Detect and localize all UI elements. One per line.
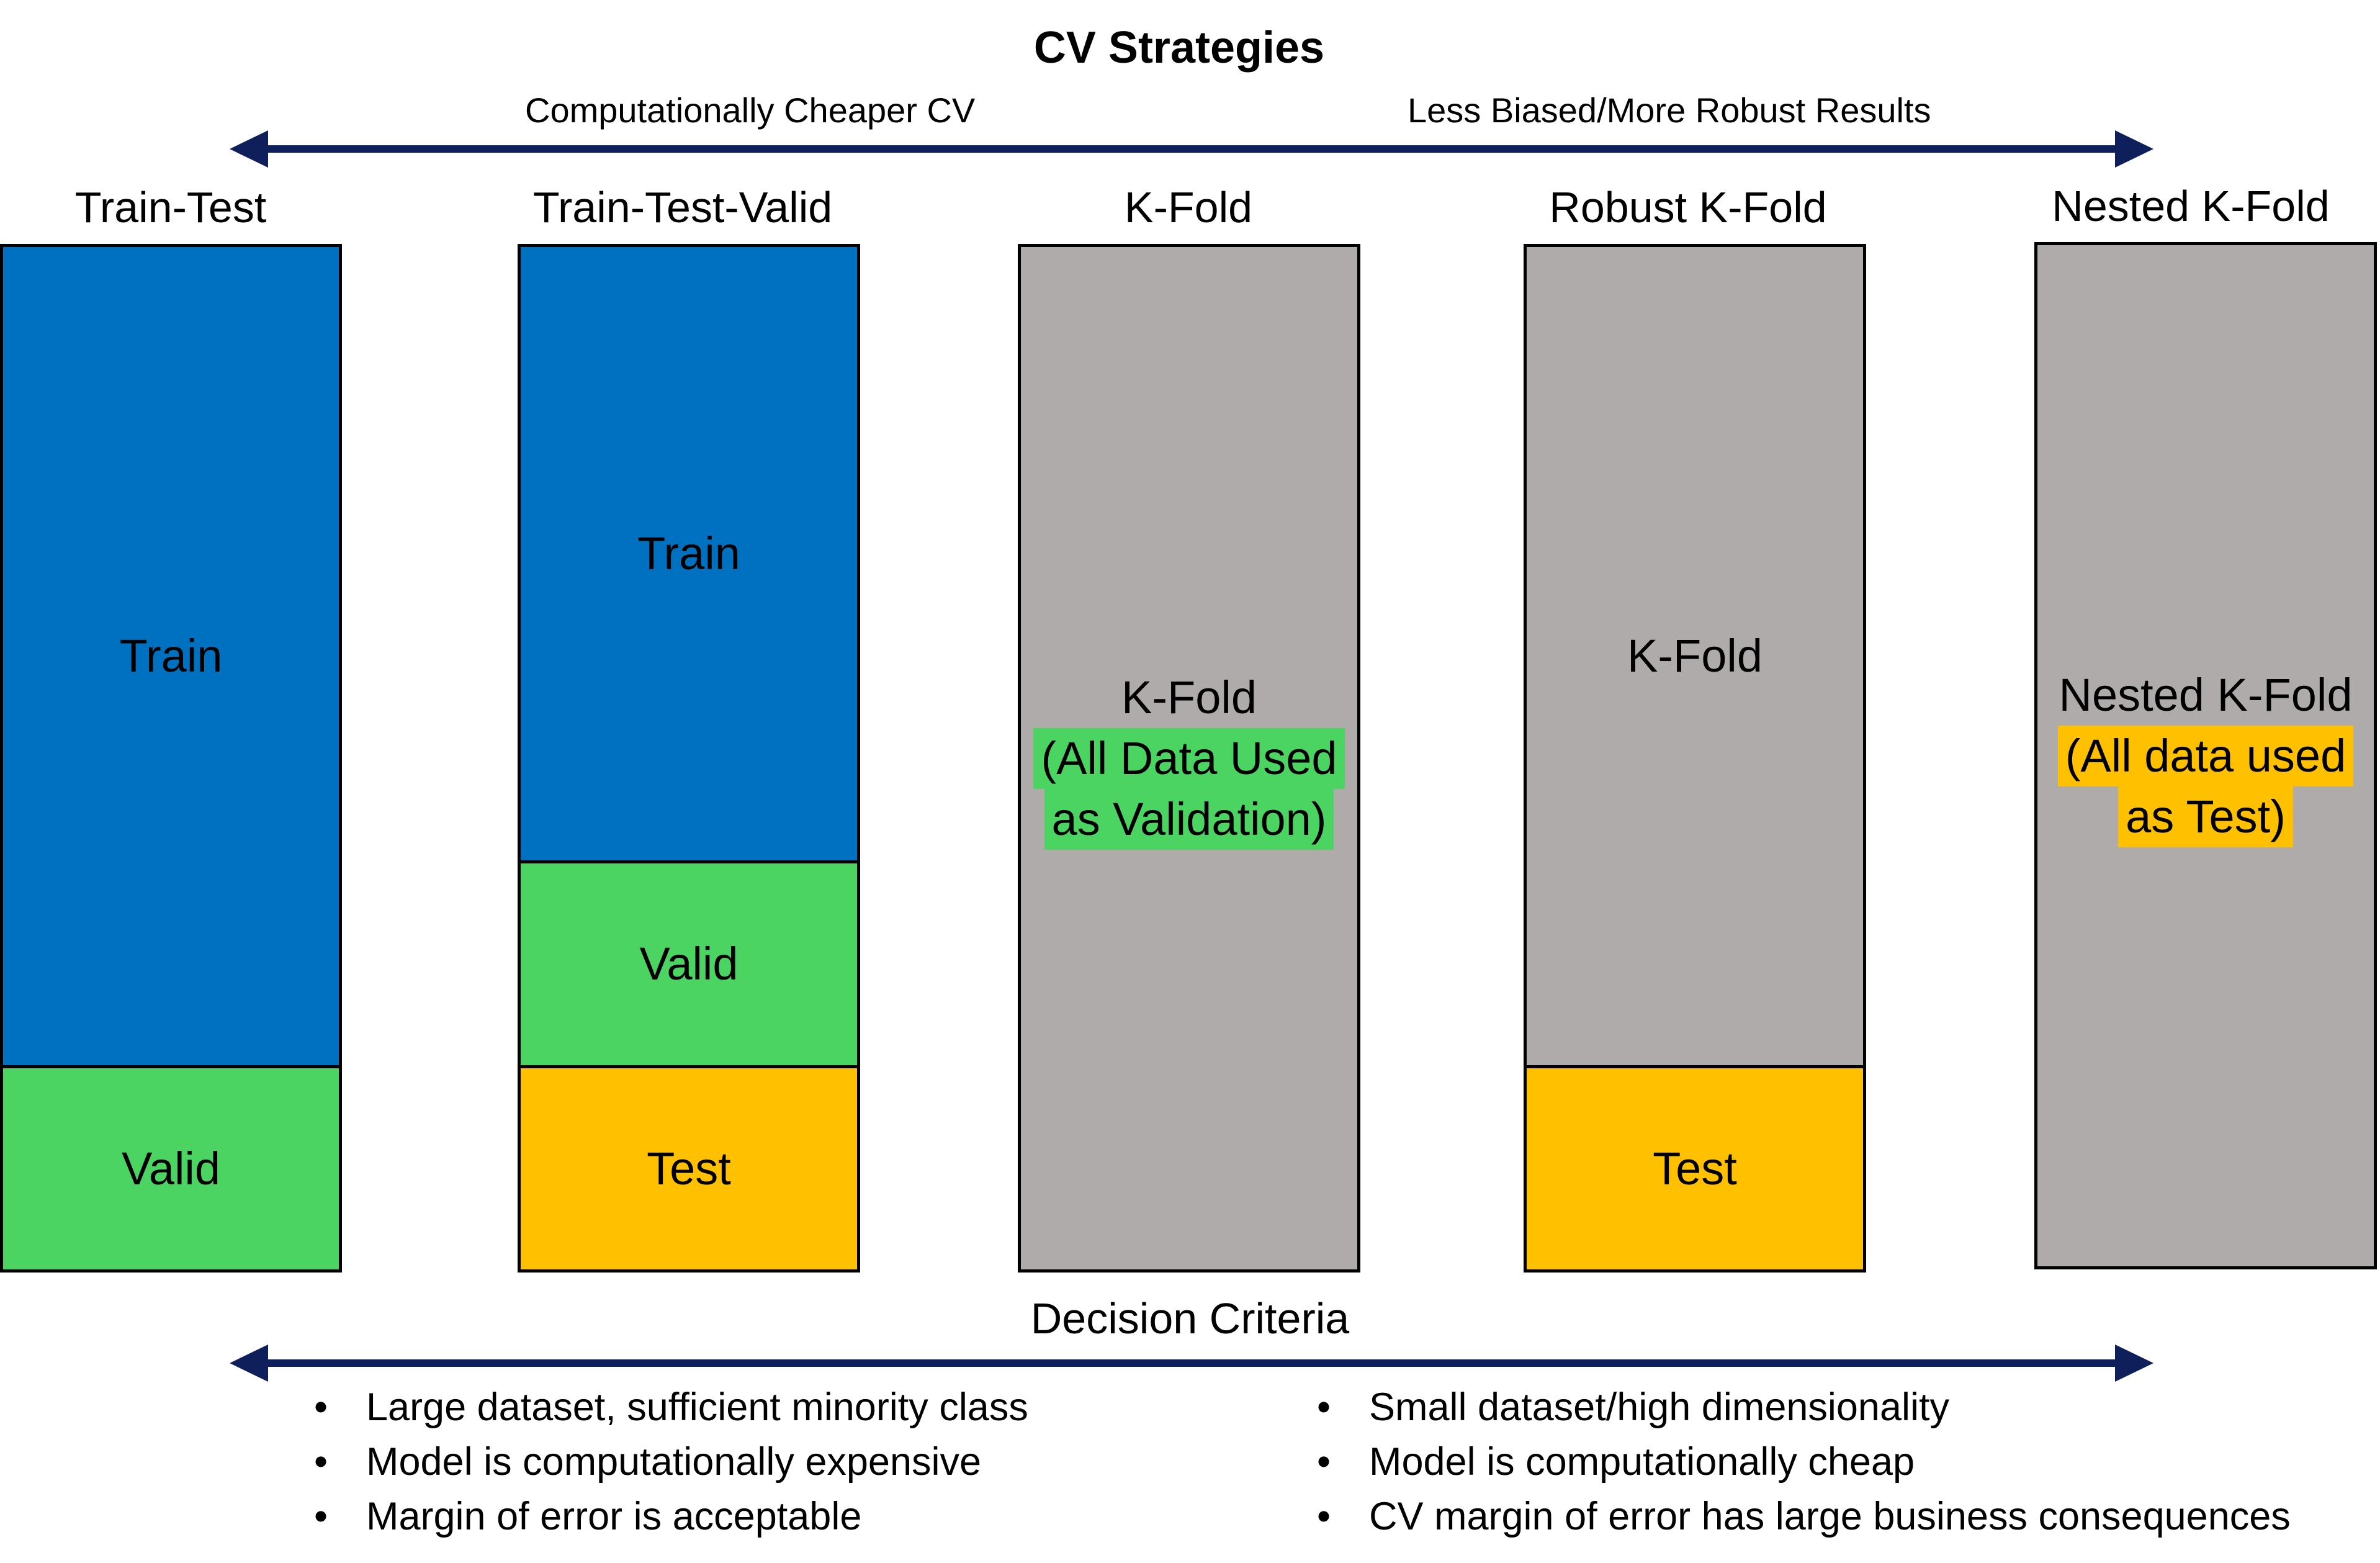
column-train-test-valid: Train Valid Test (518, 244, 860, 1272)
column-robust-k-fold: K-Fold Test (1524, 244, 1866, 1272)
criteria-text: Small dataset/high dimensionality (1369, 1385, 1950, 1429)
bullet-dot: • (313, 1495, 328, 1538)
column-train-test: Train Valid (0, 244, 342, 1272)
criteria-item: • Large dataset, sufficient minority cla… (299, 1380, 1028, 1435)
criteria-text: Large dataset, sufficient minority class (366, 1385, 1028, 1429)
criteria-item: • Margin of error is acceptable (299, 1489, 1028, 1544)
validation-note-line-2: as Validation) (1044, 788, 1334, 850)
segment-valid: Valid (521, 860, 857, 1065)
segment-label: Nested K-Fold (2059, 669, 2353, 721)
column-k-fold: K-Fold (All Data Used as Validation) (1018, 244, 1360, 1272)
test-note-line-1: (All data used (2057, 725, 2354, 786)
bullet-dot: • (313, 1385, 328, 1429)
criteria-item: • Model is computationally cheap (1302, 1435, 2291, 1489)
column-title-train-test: Train-Test (74, 183, 267, 232)
segment-nested-k-fold: Nested K-Fold (All data used as Test) (2037, 245, 2374, 1266)
bottom-double-arrow (230, 1345, 2153, 1382)
criteria-list-left: • Large dataset, sufficient minority cla… (299, 1380, 1028, 1544)
segment-k-fold: K-Fold (All Data Used as Validation) (1021, 247, 1357, 1269)
column-title-k-fold: K-Fold (1124, 183, 1253, 232)
column-title-train-test-valid: Train-Test-Valid (532, 183, 833, 232)
segment-label: K-Fold (1627, 629, 1763, 682)
segment-label: Valid (639, 938, 739, 990)
segment-k-fold: K-Fold (1527, 247, 1863, 1065)
segment-label: Valid (121, 1142, 221, 1194)
diagram-title: CV Strategies (1033, 23, 1325, 73)
segment-test: Test (1527, 1065, 1863, 1269)
top-double-arrow (230, 130, 2153, 168)
segment-label: Train (637, 528, 740, 580)
segment-label: Test (647, 1142, 731, 1194)
criteria-item: • Small dataset/high dimensionality (1302, 1380, 2291, 1435)
segment-label: Test (1653, 1142, 1737, 1194)
segment-valid: Valid (3, 1065, 339, 1269)
segment-test: Test (521, 1065, 857, 1269)
criteria-text: CV margin of error has large business co… (1369, 1495, 2291, 1538)
column-title-robust-k-fold: Robust K-Fold (1549, 183, 1827, 232)
validation-note-line-1: (All Data Used (1033, 727, 1345, 789)
decision-criteria-label: Decision Criteria (1030, 1294, 1350, 1343)
test-note-line-2: as Test) (2118, 786, 2293, 847)
criteria-text: Margin of error is acceptable (366, 1495, 862, 1538)
cheaper-cv-label: Computationally Cheaper CV (525, 91, 976, 130)
bullet-dot: • (1316, 1495, 1331, 1538)
criteria-item: • CV margin of error has large business … (1302, 1489, 2291, 1544)
robust-results-label: Less Biased/More Robust Results (1408, 91, 1931, 130)
criteria-text: Model is computationally expensive (366, 1440, 982, 1484)
segment-train: Train (521, 247, 857, 861)
bullet-dot: • (1316, 1440, 1331, 1484)
column-nested-k-fold: Nested K-Fold (All data used as Test) (2034, 242, 2377, 1269)
column-title-nested-k-fold: Nested K-Fold (2052, 182, 2330, 230)
segment-label: K-Fold (1121, 671, 1257, 723)
criteria-list-right: • Small dataset/high dimensionality • Mo… (1302, 1380, 2291, 1544)
criteria-item: • Model is computationally expensive (299, 1435, 1028, 1489)
bullet-dot: • (313, 1440, 328, 1484)
segment-label: Train (119, 629, 223, 682)
criteria-text: Model is computationally cheap (1369, 1440, 1915, 1484)
segment-train: Train (3, 247, 339, 1065)
bullet-dot: • (1316, 1385, 1331, 1429)
